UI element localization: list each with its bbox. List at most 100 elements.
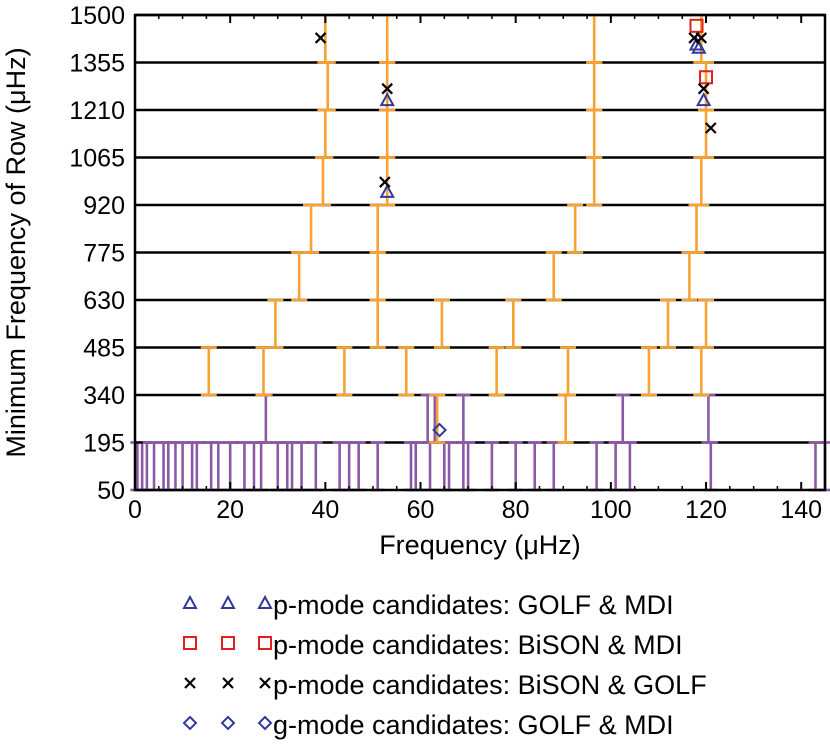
p-mode-interval-bar — [303, 203, 320, 254]
g-mode-interval-bar — [246, 441, 261, 492]
cross-marker — [379, 176, 391, 188]
legend-cross-marker-stroke — [259, 677, 271, 689]
y-tick-label: 340 — [83, 382, 125, 410]
p-mode-interval-bar — [557, 393, 574, 444]
cross-marker — [314, 32, 327, 44]
y-tick-label: 1065 — [69, 145, 125, 173]
legend-diamond-marker — [220, 715, 236, 731]
g-mode-interval-bar — [370, 441, 385, 492]
g-mode-interval-bar — [237, 441, 252, 492]
p-mode-interval-bar — [369, 251, 386, 302]
legend-entry: g-mode candidates: GOLF & MDI — [182, 710, 674, 740]
legend-cross-marker-stroke — [184, 677, 196, 689]
cross-marker — [381, 82, 393, 95]
p-mode-interval-bar — [433, 298, 450, 349]
cross-marker-stroke — [381, 82, 393, 95]
p-mode-interval-bar — [688, 203, 705, 254]
legend-square-marker — [183, 636, 197, 650]
p-mode-interval-bar — [681, 251, 698, 302]
p-mode-interval-bar — [586, 108, 603, 159]
g-mode-interval-bar — [254, 441, 269, 492]
g-mode-interval-bar — [147, 441, 162, 492]
legend-triangle-marker — [220, 594, 236, 609]
p-mode-interval-bar — [336, 346, 353, 397]
p-mode-interval-bar — [291, 251, 308, 302]
p-mode-interval-bar — [267, 298, 284, 349]
cross-marker-stroke — [314, 32, 327, 44]
g-mode-interval-bar — [270, 441, 285, 492]
p-mode-interval-bar — [317, 108, 334, 159]
legend-entry: p-mode candidates: GOLF & MDI — [182, 590, 674, 620]
g-mode-interval-bar — [423, 441, 438, 492]
legend-label: p-mode candidates: GOLF & MDI — [273, 590, 674, 620]
triangle-marker — [379, 183, 395, 198]
p-mode-interval-bar — [319, 61, 336, 112]
g-mode-interval-bar — [308, 441, 323, 492]
y-tick-label: 1500 — [69, 2, 125, 30]
p-mode-interval-bar — [693, 156, 710, 207]
g-mode-interval-bar — [615, 393, 630, 444]
p-mode-interval-bar — [255, 346, 272, 397]
y-tick-label: 920 — [83, 192, 125, 220]
legend-label: p-mode candidates: BiSON & GOLF — [273, 670, 707, 700]
triangle-marker — [688, 36, 705, 51]
g-mode-interval-bar — [258, 393, 273, 444]
p-mode-interval-bar — [429, 393, 446, 444]
legend-entry: p-mode candidates: BiSON & GOLF — [184, 670, 707, 700]
triangle-marker — [379, 92, 395, 107]
triangle-marker — [695, 92, 712, 107]
p-mode-interval-bar — [488, 346, 505, 397]
p-mode-interval-bar — [314, 156, 331, 207]
legend-triangle-marker — [257, 594, 273, 609]
g-mode-interval-bar — [420, 393, 435, 444]
x-tick-label: 20 — [216, 496, 244, 524]
cross-marker — [695, 32, 708, 44]
legend-triangle-marker — [182, 594, 198, 609]
p-mode-interval-bar — [586, 61, 603, 112]
y-tick-label: 485 — [83, 335, 125, 363]
g-mode-interval-bar — [701, 393, 716, 444]
p-mode-interval-bar — [369, 298, 386, 349]
cross-marker — [705, 122, 717, 134]
legend-label: p-mode candidates: BiSON & MDI — [273, 630, 683, 660]
legend-entry: p-mode candidates: BiSON & MDI — [183, 630, 683, 660]
g-mode-interval-bar — [456, 393, 471, 444]
cross-marker-stroke — [695, 32, 708, 44]
y-tick-label: 775 — [83, 240, 125, 268]
p-mode-interval-bar — [379, 13, 396, 64]
g-mode-interval-bar — [484, 441, 499, 492]
cross-marker — [697, 82, 710, 95]
g-mode-interval-bar — [546, 441, 561, 492]
p-mode-interval-bar — [659, 298, 676, 349]
legend-cross-marker — [259, 677, 271, 689]
y-tick-label: 195 — [83, 430, 125, 458]
cross-marker-stroke — [705, 122, 717, 134]
plot-area — [130, 13, 830, 492]
g-mode-interval-bar — [168, 441, 183, 492]
p-mode-interval-bar — [505, 298, 522, 349]
x-tick-label: 40 — [311, 496, 339, 524]
p-mode-interval-bar — [369, 203, 386, 254]
p-mode-interval-bar — [640, 346, 657, 397]
x-tick-label: 100 — [590, 496, 632, 524]
legend-cross-marker — [222, 677, 234, 689]
diamond-marker — [432, 422, 447, 438]
y-tick-label: 50 — [97, 477, 125, 505]
g-mode-interval-bar — [204, 441, 219, 492]
p-mode-interval-bar — [200, 346, 217, 397]
g-mode-interval-bar — [808, 441, 823, 492]
y-tick-label: 1210 — [69, 97, 125, 125]
p-mode-interval-bar — [567, 203, 584, 254]
g-mode-interval-bar — [622, 441, 637, 492]
x-tick-label: 140 — [780, 496, 822, 524]
legend-diamond-marker — [182, 715, 198, 731]
x-axis-title: Frequency (μHz) — [379, 530, 581, 560]
p-mode-interval-bar — [698, 108, 715, 159]
p-mode-interval-bar — [545, 251, 562, 302]
g-mode-interval-bar — [175, 441, 190, 492]
x-tick-label: 80 — [502, 496, 530, 524]
p-mode-interval-bar — [586, 13, 603, 64]
legend-cross-marker — [184, 677, 196, 689]
p-mode-interval-bar — [560, 346, 577, 397]
